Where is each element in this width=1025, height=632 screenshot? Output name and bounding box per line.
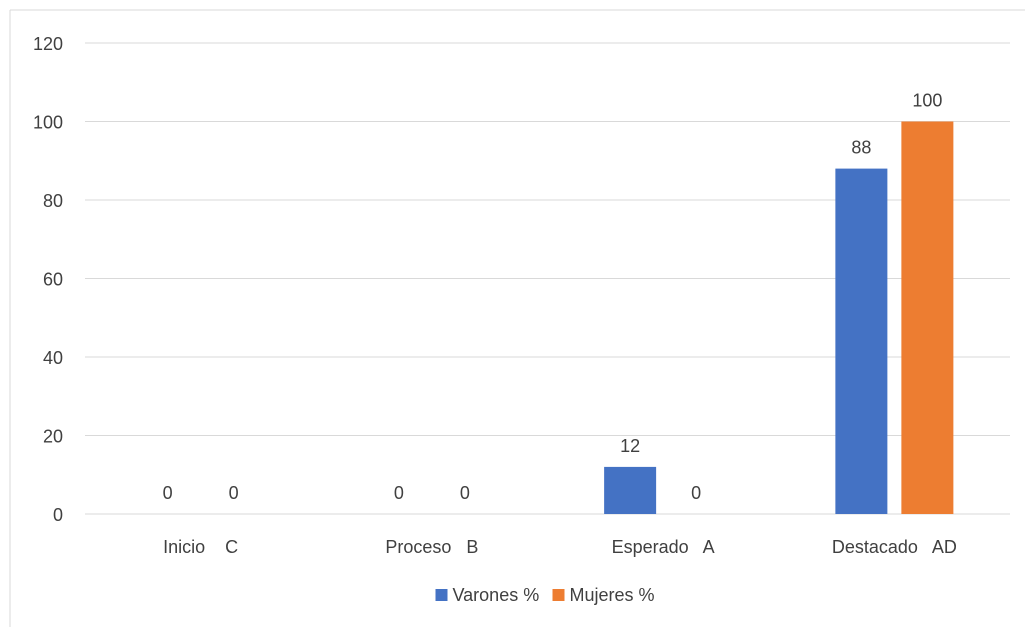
legend: Varones % Mujeres % [435,585,655,605]
data-label: 0 [163,483,173,503]
data-label: 0 [460,483,470,503]
data-label: 0 [691,483,701,503]
y-tick-label: 20 [43,427,63,447]
bar [901,121,954,514]
legend-swatch [435,589,448,601]
data-label: 100 [912,91,942,111]
x-tick-label: Esperado A [612,537,715,557]
x-axis-ticks: Inicio C Proceso B Esperado A Destacado AD [163,537,957,557]
y-tick-label: 100 [33,113,63,133]
data-label: 12 [620,436,640,456]
y-tick-label: 120 [33,34,63,54]
x-tick-label: Destacado AD [832,537,957,557]
y-axis-ticks: 0 20 40 60 80 100 120 [33,34,63,525]
gridlines [85,42,1010,515]
bar [835,168,888,514]
bars [604,121,954,514]
y-tick-label: 40 [43,348,63,368]
legend-label: Mujeres % [570,585,655,605]
y-tick-label: 60 [43,270,63,290]
bar [604,466,657,514]
legend-swatch [552,589,565,601]
x-tick-label: Inicio C [163,537,238,557]
data-labels: 0 0 0 0 12 0 88 100 [163,91,943,504]
y-tick-label: 0 [53,505,63,525]
data-label: 0 [229,483,239,503]
data-label: 88 [851,138,871,158]
legend-label: Varones % [453,585,540,605]
x-tick-label: Proceso B [385,537,478,557]
y-tick-label: 80 [43,191,63,211]
data-label: 0 [394,483,404,503]
